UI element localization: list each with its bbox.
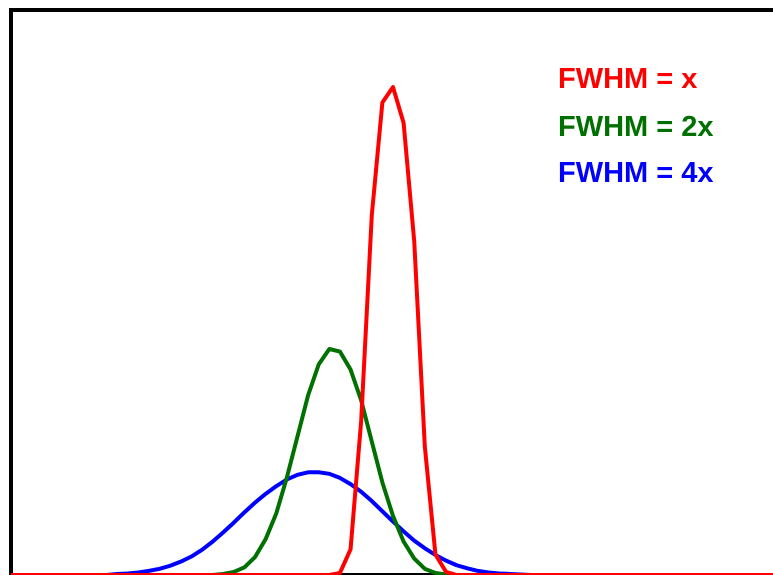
legend-label-series-1: FWHM = x xyxy=(558,63,697,95)
series-layer xyxy=(11,85,773,575)
series-line-2 xyxy=(11,347,773,575)
series-line-1 xyxy=(11,85,773,575)
legend-label-series-3: FWHM = 4x xyxy=(558,157,714,189)
plot-frame xyxy=(9,8,773,575)
legend-label-series-2: FWHM = 2x xyxy=(558,111,714,143)
legend: FWHM = x FWHM = 2x FWHM = 4x xyxy=(558,63,714,189)
series-line-3 xyxy=(11,470,773,575)
